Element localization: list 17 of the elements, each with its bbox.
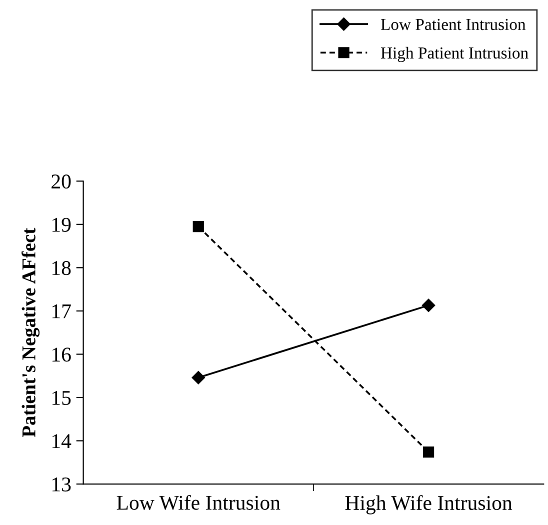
point xyxy=(192,371,205,384)
x-tick-label: Low Wife Intrusion xyxy=(116,494,280,510)
y-tick-label: 20 xyxy=(52,174,71,189)
point xyxy=(192,221,204,232)
y-tick-label: 18 xyxy=(52,261,71,276)
y-tick-label: 16 xyxy=(52,348,71,362)
y-tick-label: 14 xyxy=(52,434,72,448)
point xyxy=(422,446,434,458)
y-tick-label: 17 xyxy=(52,304,71,318)
y-tick-label: 19 xyxy=(52,218,71,232)
y-axis-title: Patient's Negative AFfect xyxy=(22,228,40,438)
x-tick-label: High Wife Intrusion xyxy=(345,495,512,514)
legend-label: Low Patient Intrusion xyxy=(380,18,526,30)
y-tick-label: 15 xyxy=(52,390,71,405)
legend-label: High Patient Intrusion xyxy=(380,46,528,62)
y-tick-label: 13 xyxy=(52,477,71,492)
point xyxy=(422,298,436,312)
